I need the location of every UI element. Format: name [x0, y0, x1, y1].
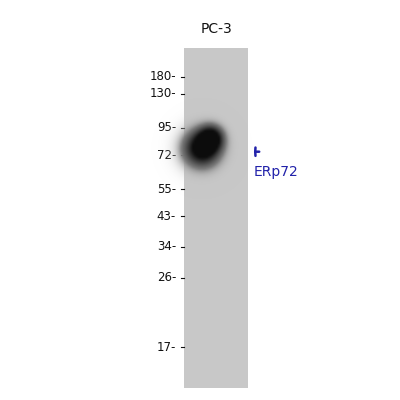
- Text: 95-: 95-: [157, 121, 176, 134]
- Text: 17-: 17-: [157, 341, 176, 354]
- Text: PC-3: PC-3: [200, 22, 232, 36]
- Text: 43-: 43-: [157, 210, 176, 223]
- Text: 34-: 34-: [157, 240, 176, 254]
- Text: 55-: 55-: [157, 182, 176, 196]
- Bar: [184, 48, 248, 388]
- Text: 130-: 130-: [149, 87, 176, 100]
- Text: 180-: 180-: [149, 70, 176, 84]
- Text: 26-: 26-: [157, 271, 176, 284]
- Text: 72-: 72-: [157, 149, 176, 162]
- Text: ERp72: ERp72: [254, 165, 299, 179]
